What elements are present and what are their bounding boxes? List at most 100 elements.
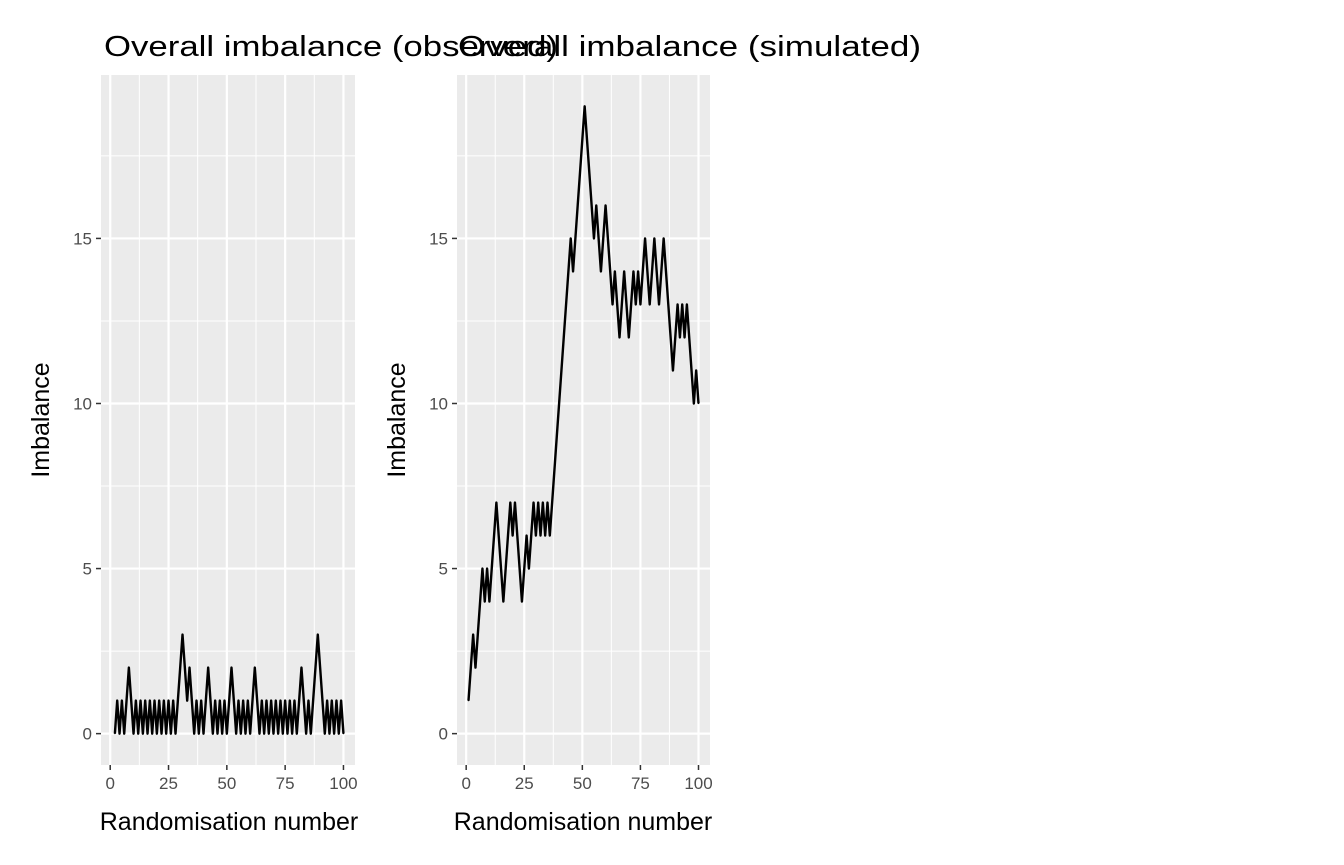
data-point bbox=[593, 237, 595, 240]
data-point bbox=[551, 501, 553, 504]
data-point bbox=[193, 733, 195, 735]
y-tick-label: 5 bbox=[439, 560, 448, 579]
data-point bbox=[261, 700, 263, 702]
data-point bbox=[514, 501, 516, 504]
data-point bbox=[660, 270, 662, 273]
y-tick-label: 15 bbox=[73, 229, 92, 248]
data-point bbox=[604, 204, 607, 207]
data-point bbox=[642, 270, 644, 273]
data-point bbox=[539, 534, 542, 537]
data-point bbox=[296, 733, 298, 735]
data-point bbox=[683, 336, 686, 339]
data-point bbox=[565, 303, 567, 306]
data-point bbox=[663, 237, 665, 240]
data-point bbox=[470, 667, 472, 669]
data-point bbox=[249, 733, 251, 735]
data-point bbox=[498, 534, 500, 537]
panel-background bbox=[101, 75, 355, 765]
data-point bbox=[219, 700, 221, 702]
data-point bbox=[319, 667, 321, 669]
data-point bbox=[467, 700, 470, 702]
data-point bbox=[156, 733, 158, 735]
y-tick-label: 10 bbox=[73, 394, 92, 413]
data-point bbox=[607, 237, 609, 240]
data-point bbox=[202, 733, 205, 735]
data-point bbox=[588, 171, 590, 173]
data-point bbox=[525, 534, 528, 537]
data-point bbox=[535, 534, 537, 537]
x-tick-label: 50 bbox=[573, 774, 592, 793]
data-point bbox=[177, 700, 179, 702]
data-point bbox=[549, 534, 551, 537]
data-point bbox=[130, 700, 132, 702]
data-point bbox=[649, 303, 651, 306]
data-point bbox=[574, 237, 576, 240]
data-point bbox=[324, 733, 326, 735]
data-point bbox=[697, 402, 700, 405]
panel-simulated: Overall imbalance (simulated) Imbalance … bbox=[383, 31, 921, 836]
y-tick-label: 15 bbox=[429, 229, 448, 248]
data-point bbox=[477, 633, 479, 636]
data-point bbox=[676, 303, 679, 306]
data-point bbox=[303, 700, 305, 702]
data-point bbox=[310, 733, 312, 735]
data-point bbox=[637, 270, 639, 273]
data-point bbox=[235, 733, 237, 735]
data-point bbox=[653, 237, 655, 240]
data-point bbox=[256, 700, 258, 702]
data-point bbox=[244, 733, 247, 735]
data-point bbox=[521, 600, 523, 603]
data-point bbox=[247, 700, 249, 702]
data-point bbox=[472, 633, 474, 636]
data-point bbox=[149, 700, 151, 702]
data-point bbox=[672, 369, 674, 372]
data-point bbox=[479, 600, 481, 603]
data-point bbox=[139, 700, 142, 702]
data-point bbox=[546, 501, 549, 504]
data-point bbox=[293, 700, 296, 702]
data-point bbox=[144, 700, 146, 702]
data-point bbox=[191, 700, 193, 702]
data-point bbox=[258, 733, 261, 735]
data-point bbox=[205, 700, 207, 702]
data-point bbox=[656, 270, 658, 273]
data-point bbox=[505, 567, 507, 570]
data-point bbox=[519, 567, 521, 570]
data-point bbox=[242, 700, 244, 702]
data-point bbox=[263, 733, 265, 735]
data-point bbox=[198, 733, 200, 735]
data-point bbox=[560, 369, 563, 372]
data-point bbox=[254, 667, 256, 669]
data-point bbox=[644, 237, 646, 240]
data-point bbox=[328, 733, 331, 735]
data-point bbox=[186, 700, 188, 702]
y-tick-label: 0 bbox=[439, 725, 448, 744]
data-point bbox=[128, 667, 130, 669]
data-point bbox=[484, 600, 486, 603]
data-point bbox=[307, 700, 310, 702]
data-point bbox=[586, 138, 588, 140]
data-point bbox=[646, 270, 648, 273]
data-point bbox=[674, 336, 676, 339]
data-point bbox=[317, 633, 319, 636]
data-point bbox=[314, 667, 317, 669]
x-axis-label-simulated: Randomisation number bbox=[454, 808, 712, 836]
x-tick-label: 75 bbox=[276, 774, 295, 793]
data-point bbox=[591, 204, 593, 207]
data-point bbox=[160, 733, 163, 735]
data-point bbox=[151, 733, 153, 735]
data-point bbox=[270, 700, 272, 702]
data-point bbox=[326, 700, 328, 702]
data-point bbox=[289, 700, 291, 702]
x-tick-label: 25 bbox=[515, 774, 534, 793]
data-point bbox=[630, 303, 632, 306]
data-point bbox=[163, 700, 165, 702]
data-point bbox=[214, 700, 216, 702]
x-tick-label: 0 bbox=[105, 774, 114, 793]
data-point bbox=[125, 700, 128, 702]
data-point bbox=[602, 237, 604, 240]
data-point bbox=[609, 270, 611, 273]
data-point bbox=[158, 700, 160, 702]
data-point bbox=[121, 700, 123, 702]
data-point bbox=[153, 700, 156, 702]
